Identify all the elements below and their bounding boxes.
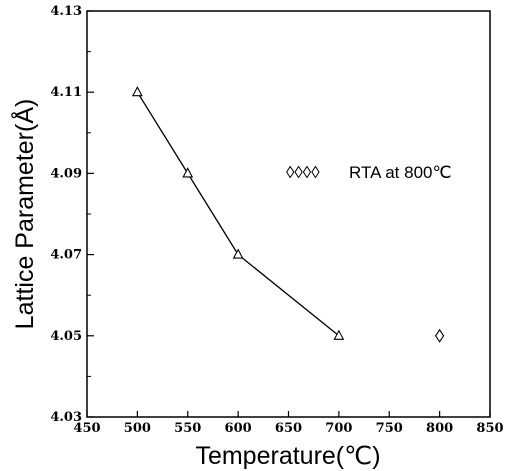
series-layer	[131, 86, 445, 343]
x-tick-label: 550	[174, 421, 201, 436]
y-tick-label: 4.03	[50, 410, 82, 425]
x-tick-label: 700	[325, 421, 352, 436]
x-tick-label: 650	[275, 421, 302, 436]
x-tick-label: 850	[476, 421, 503, 436]
series-line	[136, 91, 340, 337]
triangle-data-point	[232, 248, 244, 259]
legend-marker-symbols: ◊◊◊◊	[286, 163, 320, 182]
x-tick-label: 600	[225, 421, 252, 436]
diamond-data-point	[434, 328, 445, 343]
y-tick-label: 4.05	[50, 329, 82, 344]
x-tick-label: 800	[426, 421, 453, 436]
x-tick-label: 750	[376, 421, 403, 436]
triangle-data-point	[333, 329, 345, 340]
x-tick-label: 500	[124, 421, 151, 436]
y-tick-label: 4.07	[50, 248, 82, 263]
plot-frame	[86, 10, 491, 418]
triangle-data-point	[131, 86, 143, 97]
y-axis-title: Lattice Parameter(Å)	[9, 99, 39, 330]
triangle-data-point	[182, 167, 194, 178]
x-tick-label: 450	[73, 421, 100, 436]
y-tick-label: 4.13	[50, 4, 82, 19]
y-axis-ticks: 4.03 4.05 4.07 4.09 4.11 4.13	[50, 4, 94, 425]
x-axis-ticks: 450 500 550 600 650 700 750 800 850	[73, 411, 504, 436]
y-tick-label: 4.09	[50, 166, 82, 181]
x-axis-title: Temperature(℃)	[195, 442, 380, 470]
y-tick-label: 4.11	[50, 85, 82, 100]
legend-annotation: ◊◊◊◊ RTA at 800℃	[286, 163, 452, 182]
legend-label: RTA at 800℃	[349, 163, 452, 182]
